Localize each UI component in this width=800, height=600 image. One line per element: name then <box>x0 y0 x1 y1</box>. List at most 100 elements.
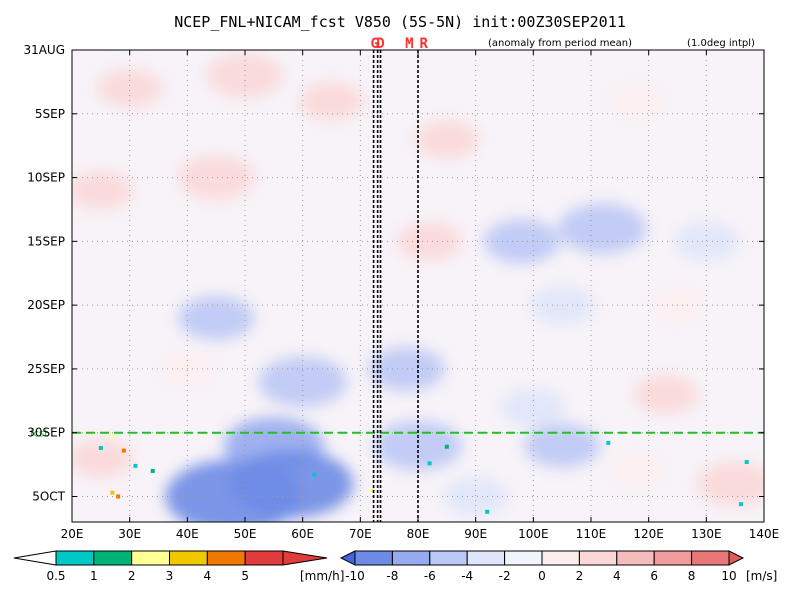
colorbar-box <box>206 550 246 566</box>
wind-colorbar-label: 4 <box>613 569 621 583</box>
easterly-anomaly-patch <box>229 449 354 518</box>
marker-label: M <box>405 36 413 52</box>
colorbar-box <box>504 550 543 566</box>
easterly-anomaly-patch <box>258 356 347 407</box>
westerly-anomaly-patch <box>611 454 664 487</box>
easterly-anomaly-patch <box>443 477 508 516</box>
y-tick-label: 10SEP <box>27 171 65 185</box>
y-tick-label: 5OCT <box>32 489 65 503</box>
precip-colorbar-label: 4 <box>204 569 212 583</box>
westerly-anomaly-patch <box>611 85 664 118</box>
x-tick-label: 110E <box>576 527 607 541</box>
wind-colorbar-label: -2 <box>499 569 511 583</box>
wind-colorbar-label: 6 <box>650 569 658 583</box>
y-tick-label: 15SEP <box>27 234 65 248</box>
colorbars: 0.5 1 2 3 4 5 [mm/h] -10 -8 -6 -4 -2 0 2 4 6 8 10 [m/s] <box>13 550 777 583</box>
x-tick-label: 50E <box>234 527 257 541</box>
colorbar-box <box>55 550 95 566</box>
precip-cell <box>110 434 115 439</box>
easterly-anomaly-patch <box>524 423 601 468</box>
westerly-anomaly-patch <box>178 155 255 200</box>
westerly-anomaly-patch <box>72 171 133 210</box>
precip-cell <box>98 446 103 451</box>
precip-colorbar: 0.5 1 2 3 4 5 [mm/h] <box>13 550 344 583</box>
easterly-anomaly-patch <box>501 388 566 427</box>
x-tick-label: 40E <box>176 527 199 541</box>
precip-cell <box>150 468 155 473</box>
wind-colorbar-label: 0 <box>538 569 546 583</box>
colorbar-box <box>93 550 133 566</box>
y-tick-label: 30SEP <box>27 426 65 440</box>
precip-cell <box>744 460 749 465</box>
colorbar-end <box>728 550 745 566</box>
precip-cell <box>485 509 490 514</box>
westerly-anomaly-patch <box>397 222 462 261</box>
y-tick-label: 5SEP <box>35 107 65 121</box>
axes: 20E 30E 40E 50E 60E 70E 80E 90E 100E 110E 120E 130E… <box>23 43 779 541</box>
marker-label: R <box>420 36 429 52</box>
precip-colorbar-label: 2 <box>128 569 136 583</box>
precip-colorbar-label: 3 <box>166 569 174 583</box>
x-tick-label: 30E <box>118 527 141 541</box>
colorbar-box <box>653 550 693 566</box>
precip-colorbar-label: 0.5 <box>46 569 65 583</box>
precip-colorbar-unit: [mm/h] <box>300 569 344 583</box>
easterly-anomaly-patch <box>674 222 739 261</box>
x-tick-label: 80E <box>407 527 430 541</box>
colorbar-end <box>282 550 328 566</box>
easterly-anomaly-patch <box>483 219 560 264</box>
westerly-anomaly-patch <box>72 439 133 478</box>
easterly-anomaly-patch <box>368 346 445 391</box>
chart-subtitle-right: (1.0deg intpl) <box>687 38 755 49</box>
westerly-anomaly-patch <box>633 375 698 414</box>
wind-colorbar-label: -4 <box>461 569 473 583</box>
colorbar-box <box>391 550 431 566</box>
colorbar-end <box>339 550 356 566</box>
easterly-anomaly-patch <box>178 295 255 340</box>
colorbar-box <box>691 550 730 566</box>
chart-subtitle-left: (anomaly from period mean) <box>488 38 632 49</box>
marker-label: G <box>371 36 379 52</box>
precip-cell <box>312 472 317 477</box>
precip-cell <box>444 444 449 449</box>
precip-colorbar-label: 1 <box>90 569 98 583</box>
marker-lines: GD M R <box>371 36 429 522</box>
marker-label: D <box>376 36 384 52</box>
precip-cell <box>427 461 432 466</box>
wind-colorbar: -10 -8 -6 -4 -2 0 2 4 6 8 10 [m/s] <box>339 550 777 583</box>
colorbar-box <box>131 550 171 566</box>
westerly-anomaly-patch <box>299 82 364 121</box>
y-tick-label: 20SEP <box>27 298 65 312</box>
x-tick-label: 70E <box>349 527 372 541</box>
wind-colorbar-label: -10 <box>345 569 365 583</box>
precip-cell <box>121 448 126 453</box>
x-tick-label: 120E <box>633 527 664 541</box>
precip-cell <box>116 494 121 499</box>
precip-cell <box>738 502 743 507</box>
westerly-anomaly-patch <box>97 69 162 108</box>
wind-colorbar-label: 2 <box>576 569 584 583</box>
colorbar-box <box>244 550 284 566</box>
forecast-start-label: fcst <box>30 429 48 440</box>
precip-cell <box>133 463 138 468</box>
precip-cell <box>369 488 374 493</box>
colorbar-box <box>616 550 655 566</box>
x-tick-label: 140E <box>749 527 780 541</box>
wind-colorbar-label: -6 <box>424 569 436 583</box>
wind-colorbar-label: -8 <box>386 569 398 583</box>
colorbar-box <box>354 550 393 566</box>
chart-title: NCEP_FNL+NICAM_fcst V850 (5S-5N) init:00… <box>174 13 626 31</box>
colorbar-box <box>541 550 580 566</box>
wind-colorbar-label: 8 <box>688 569 696 583</box>
colorbar-box <box>466 550 506 566</box>
colorbar-box <box>169 550 208 566</box>
wind-colorbar-label: 10 <box>721 569 736 583</box>
y-tick-label: 25SEP <box>27 362 65 376</box>
y-tick-label: 31AUG <box>23 43 65 57</box>
westerly-anomaly-patch <box>414 120 479 159</box>
x-tick-label: 100E <box>518 527 549 541</box>
precip-cell <box>110 490 115 495</box>
colorbar-box <box>578 550 618 566</box>
x-tick-label: 60E <box>291 527 314 541</box>
